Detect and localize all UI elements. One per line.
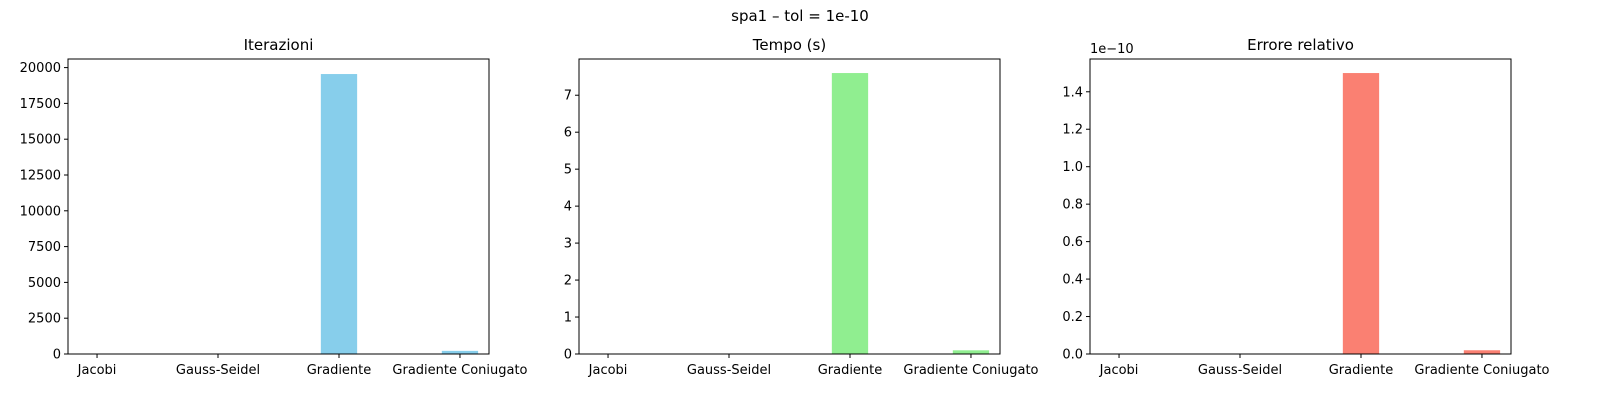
y-tick-label: 1.0 [1062,160,1083,175]
x-tick-label: Gauss-Seidel [687,363,771,378]
x-tick-label: Gradiente Coniugato [1414,363,1549,378]
bar-gradiente [831,73,869,355]
y-tick-label: 4 [564,200,572,215]
y-tick-label: 5 [564,163,572,178]
subplot-title: Errore relativo [1247,36,1354,54]
subplot-iterazioni: Iterazioni 0 2500 5000 7500 10000 12500 15000 1… [20,36,528,378]
subplot-errore-relativo: Errore relativo 1e−10 0.0 0.2 0.4 0.6 0.8 1.0… [1062,36,1549,378]
y-tick-label: 12500 [20,168,61,183]
y-tick-label: 6 [564,126,572,141]
y-tick-label: 0.8 [1062,198,1083,213]
y-tick-label: 1.4 [1062,85,1083,100]
y-tick-label: 5000 [28,276,61,291]
x-tick-label: Jacobi [1099,363,1139,378]
subplot-tempo: Tempo (s) 0 1 2 3 4 5 6 7 Jacobi Gauss-Seidel Grad… [564,36,1039,378]
subplot-title: Iterazioni [244,36,314,54]
y-tick-label: 2500 [28,312,61,327]
axes-frame [67,58,490,355]
x-tick-label: Gradiente Coniugato [903,363,1038,378]
y-tick-label: 15000 [20,133,61,148]
y-tick-label: 0 [53,348,61,363]
y-tick-label: 0 [564,348,572,363]
y-tick-label: 2 [564,274,572,289]
y-tick-label: 20000 [20,61,61,76]
axes-frame [578,58,1001,355]
bar-gradiente-coniugato [1463,350,1501,354]
bar-gradiente [1342,73,1380,355]
x-tick-label: Gradiente [307,363,372,378]
y-tick-label: 0.2 [1062,310,1083,325]
x-tick-label: Gradiente [818,363,883,378]
y-offset-label: 1e−10 [1090,42,1134,57]
y-tick-label: 0.6 [1062,235,1083,250]
x-tick-label: Gradiente Coniugato [392,363,527,378]
x-tick-label: Gauss-Seidel [176,363,260,378]
subplot-title: Tempo (s) [752,36,826,54]
y-tick-label: 3 [564,237,572,252]
x-tick-label: Jacobi [77,363,117,378]
bar-gradiente-coniugato [441,350,479,354]
y-tick-label: 10000 [20,204,61,219]
y-tick-label: 7500 [28,240,61,255]
y-tick-label: 1 [564,311,572,326]
axes-frame [1089,58,1512,355]
figure-suptitle: spa1 – tol = 1e-10 [731,7,869,25]
y-tick-label: 17500 [20,97,61,112]
x-tick-label: Jacobi [588,363,628,378]
x-tick-label: Gauss-Seidel [1198,363,1282,378]
y-tick-label: 0.0 [1062,348,1083,363]
y-tick-label: 0.4 [1062,273,1083,288]
y-tick-label: 7 [564,89,572,104]
y-tick-label: 1.2 [1062,123,1083,138]
x-tick-label: Gradiente [1329,363,1394,378]
bar-gradiente [320,74,358,354]
bar-gradiente-coniugato [952,350,990,354]
